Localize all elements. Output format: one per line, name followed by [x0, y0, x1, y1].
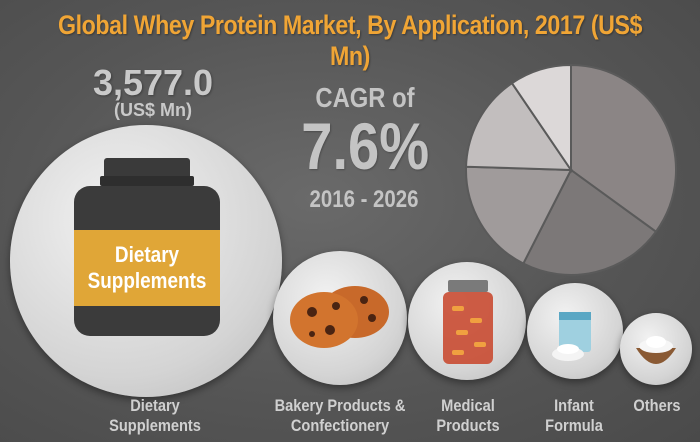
label-line2: Formula [545, 416, 603, 435]
label-bakery: Bakery Products & Confectionery [264, 396, 415, 436]
label-infant-formula: Infant Formula [538, 396, 610, 436]
label-line1: Others [633, 396, 681, 415]
chart-title: Global Whey Protein Market, By Applicati… [57, 10, 643, 71]
cagr-label: CAGR of [315, 82, 415, 113]
jar-label-line2: Supplements [87, 268, 207, 293]
label-line1: Medical [441, 396, 495, 415]
jar-label-band [74, 230, 220, 306]
highlight-unit: (US$ Mn) [114, 100, 192, 120]
label-medical: Medical Products [427, 396, 510, 436]
label-line1: Infant [554, 396, 594, 415]
cagr-value: 7.6% [301, 109, 430, 183]
label-line2: Confectionery [290, 416, 390, 435]
jar-label-line1: Dietary [114, 242, 180, 267]
cagr-period: 2016 - 2026 [309, 186, 419, 213]
label-dietary-supplements: Dietary Supplements [99, 396, 211, 436]
highlight-value: 3,577.0 [92, 62, 214, 103]
label-others: Others [623, 396, 690, 416]
jar-label: Dietary Supplements [74, 240, 220, 300]
label-line1: Dietary [130, 396, 180, 415]
label-line2: Supplements [109, 416, 201, 435]
label-line1: Bakery Products & [274, 396, 406, 415]
label-line2: Products [436, 416, 500, 435]
